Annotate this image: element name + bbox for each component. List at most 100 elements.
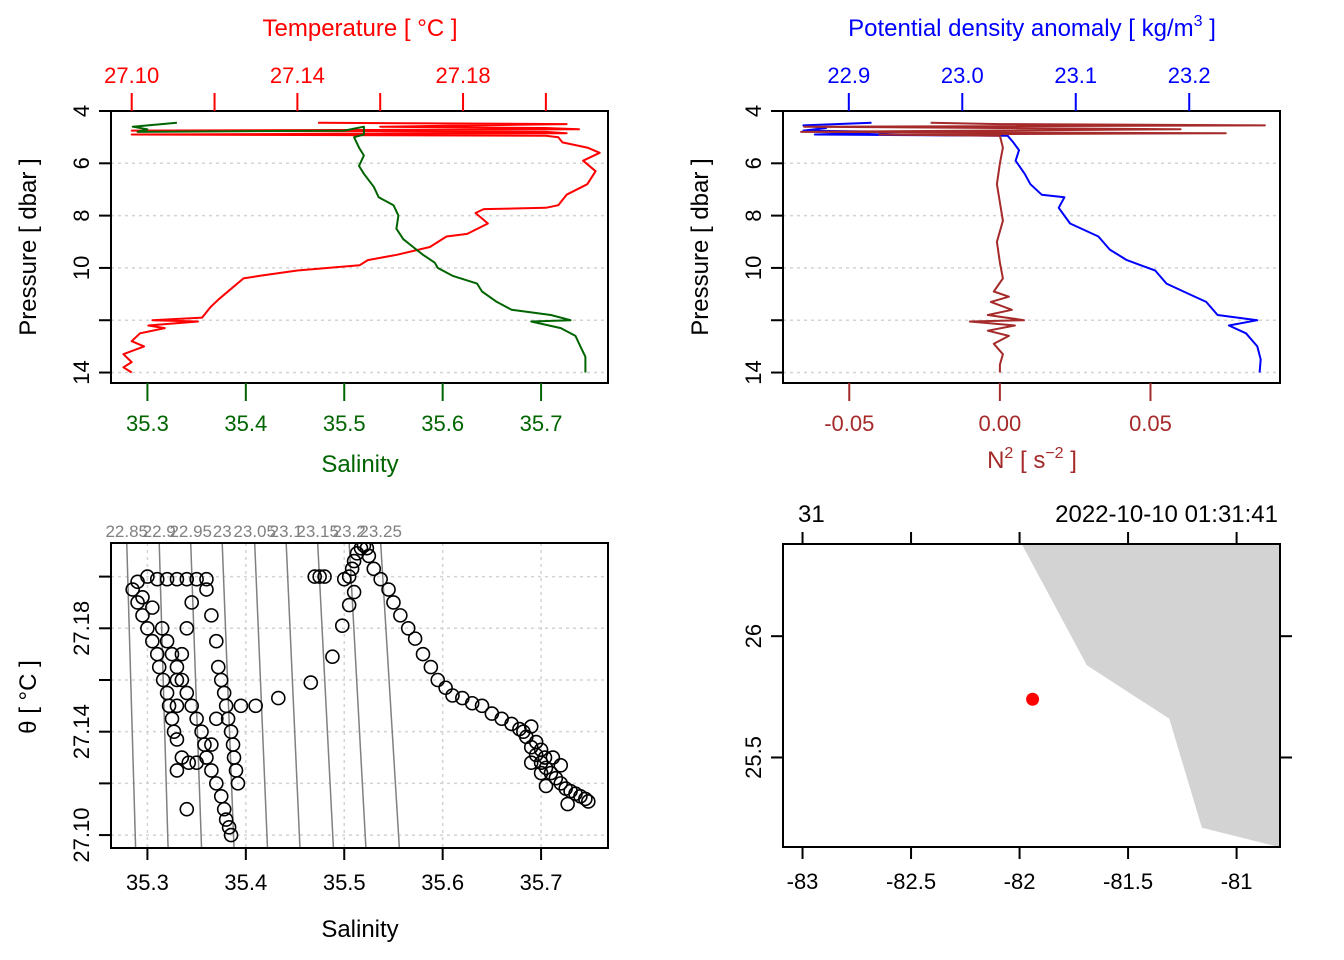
isopycnal-label: 23.05 <box>233 522 276 541</box>
ts-point <box>210 659 226 675</box>
profile-traces <box>800 121 1266 373</box>
ts-point <box>230 776 246 791</box>
y-tick-label: 14 <box>69 360 94 384</box>
axes: 4 6 8 10 14 27.10 27.14 27.18 35.3 35.4 35.5 35.6 35… <box>69 63 562 436</box>
ts-point <box>179 571 195 587</box>
ts-point <box>169 698 185 714</box>
y-tick-label: 6 <box>69 157 94 169</box>
top-tick-label: 27.18 <box>436 63 491 88</box>
ts-point <box>209 633 224 649</box>
ts-point <box>346 584 362 600</box>
isopycnal-line <box>158 542 169 849</box>
ts-point <box>166 724 182 739</box>
ts-point <box>169 659 185 675</box>
ts-point <box>218 698 234 714</box>
ts-point <box>346 553 362 569</box>
ts-point <box>145 600 160 615</box>
ts-point <box>533 765 549 781</box>
ts-point <box>169 672 185 688</box>
ts-point <box>494 711 510 727</box>
ts-point <box>226 750 242 765</box>
ts-point <box>400 620 416 636</box>
ts-point <box>199 750 214 765</box>
isopycnal-label: 23.25 <box>359 522 402 541</box>
grid <box>783 110 1280 374</box>
ts-point <box>359 543 375 556</box>
panel-station-map: -83 -82.5 -82 -81.5 -81 25.5 26 31 2022-10-10 … <box>741 501 1292 894</box>
isopycnal-label: 23.1 <box>270 522 303 541</box>
plot-frame <box>110 542 609 849</box>
ts-point <box>225 737 241 752</box>
ts-point <box>341 569 357 584</box>
isopycnal-line <box>348 542 367 849</box>
ts-point <box>533 742 549 758</box>
ts-point <box>145 633 160 649</box>
ts-point <box>325 649 340 665</box>
y-tick-label: 8 <box>741 209 766 221</box>
ts-point <box>312 569 327 584</box>
ts-point <box>159 685 175 701</box>
y-tick-label: 4 <box>741 105 766 117</box>
isopycnal-line <box>253 542 269 849</box>
ts-point <box>366 561 382 577</box>
series-n2 <box>800 121 1266 373</box>
series-salinity <box>131 121 587 373</box>
ts-point <box>159 633 175 649</box>
y-axis-title: Pressure [ dbar ] <box>687 158 714 335</box>
top-tick-label: 23.1 <box>1054 63 1097 88</box>
ts-point <box>393 608 408 623</box>
isopycnal-line <box>221 542 235 849</box>
bottom-tick-label: 35.4 <box>224 411 267 436</box>
station-marker <box>1026 692 1040 706</box>
y-tick-label: 14 <box>741 360 766 384</box>
ts-point <box>545 750 561 765</box>
ts-point <box>353 543 369 556</box>
ts-point <box>154 620 170 636</box>
ts-point <box>307 569 323 584</box>
x-tick-label: 35.6 <box>421 870 464 895</box>
ts-point <box>248 698 263 714</box>
ts-point <box>381 582 396 597</box>
ts-point <box>164 711 180 727</box>
y-axis-title: Pressure [ dbar ] <box>15 158 42 335</box>
x-tick-label: 35.3 <box>126 870 169 895</box>
ts-point <box>430 672 446 688</box>
isopycnal-line <box>379 542 401 849</box>
ts-point <box>204 763 219 778</box>
station-marker-layer <box>1026 692 1040 706</box>
ts-point <box>523 719 539 734</box>
ts-point <box>179 685 195 701</box>
x-tick-label: -83 <box>787 869 819 894</box>
ts-point <box>543 765 559 781</box>
x-axis-title: Salinity <box>321 916 398 943</box>
land-mass <box>1021 544 1280 847</box>
top-tick-label: 27.10 <box>104 63 159 88</box>
bottom-tick-label: 35.3 <box>126 411 169 436</box>
station-label: 31 <box>798 501 825 528</box>
series-potential-density-anomaly <box>802 121 1262 373</box>
ts-point <box>504 716 519 732</box>
ts-point <box>484 706 500 721</box>
ts-point <box>423 659 439 675</box>
ts-points <box>125 543 596 843</box>
y-tick-label: 27.14 <box>69 704 94 759</box>
axes: -83 -82.5 -82 -81.5 -81 25.5 26 <box>741 532 1292 894</box>
bottom-tick-label: 35.6 <box>421 411 464 436</box>
x-tick-label: -81.5 <box>1103 869 1153 894</box>
top-axis-title: Temperature [ °C ] <box>263 15 458 42</box>
ts-point <box>537 750 553 765</box>
plot-frame <box>782 543 1281 848</box>
ts-point <box>560 796 575 812</box>
ts-point <box>415 646 431 662</box>
ts-point <box>581 794 596 809</box>
ts-point <box>474 698 490 714</box>
ts-point <box>578 791 593 807</box>
ts-point <box>135 589 150 605</box>
ts-point <box>407 631 423 646</box>
station-time-label: 2022-10-10 01:31:41 <box>1055 501 1278 528</box>
ts-point <box>209 711 224 727</box>
isopycnal-label: 23 <box>213 522 232 541</box>
isopycnal-line <box>285 542 301 849</box>
